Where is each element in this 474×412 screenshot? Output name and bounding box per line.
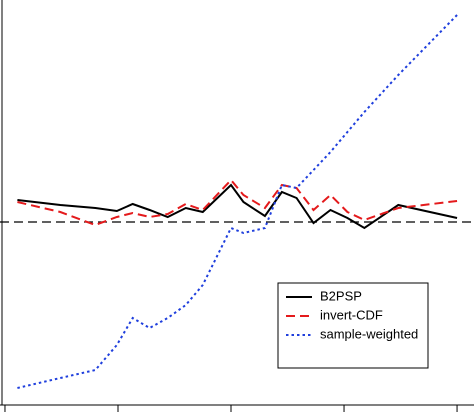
series-line [17,183,458,230]
legend: B2PSP invert-CDF sample-weighted [277,282,429,369]
legend-label: B2PSP [320,288,362,303]
series-line [17,178,458,227]
series-line [17,14,458,389]
legend-label: invert-CDF [320,307,383,322]
legend-label: sample-weighted [320,326,418,341]
